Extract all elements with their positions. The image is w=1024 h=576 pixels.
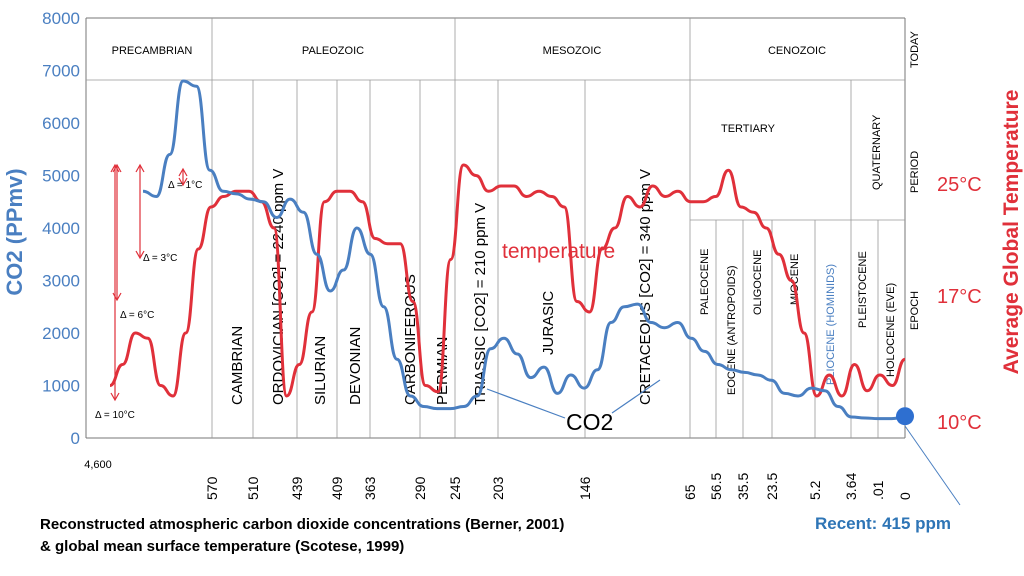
epoch-label: PLIOCENE (HOMINIDS): [825, 264, 837, 385]
period-label: TRIASSIC [CO2] = 210 ppm V: [472, 203, 489, 405]
x-tick-label: 3.64: [843, 473, 859, 500]
x-tick-label: .01: [870, 480, 886, 500]
delta-arrow-head-down: [110, 392, 120, 402]
left-tick-label: 0: [71, 429, 80, 448]
x-tick-label: 35.5: [735, 473, 751, 500]
delta-label: Δ = 1°C: [168, 180, 202, 191]
x-tick-label: 409: [329, 476, 345, 500]
co2-pointer: [611, 379, 661, 414]
left-axis: 0 1000 2000 3000 4000 5000 6000 7000 8000 CO2 (PP…: [2, 9, 80, 448]
x-tick-label: 570: [204, 476, 220, 500]
period-row-label: PERIOD: [909, 151, 921, 193]
x-tick-label: 245: [447, 476, 463, 500]
epoch-label: HOLOCENE (EVE): [885, 283, 897, 377]
delta-arrow-head-up: [110, 163, 120, 173]
series-lines: [109, 79, 961, 506]
x-tick-label: 510: [245, 476, 261, 500]
delta-arrow-head-up: [112, 163, 122, 173]
recent-point: [896, 407, 914, 426]
left-axis-label: CO2 (PPmv): [2, 168, 27, 295]
left-tick-label: 7000: [42, 62, 80, 81]
recent-pointer: [904, 425, 961, 506]
delta-arrow-head-up: [135, 163, 145, 173]
epoch-label: PALEOCENE: [699, 249, 711, 315]
right-axis: 25°C 17°C 10°C Average Global Temperature TO…: [909, 30, 1023, 434]
period-label: CRETACEOUS [CO2] = 340 ppm V: [637, 169, 654, 405]
x-tick-label: 363: [362, 476, 378, 500]
x-tick-label: 56.5: [708, 473, 724, 500]
delta-arrow-head-down: [178, 177, 188, 187]
era-label: CENOZOIC: [768, 45, 826, 57]
epoch-row: PALEOCENE EOCENE (ANTROPOIDS) OLIGOCENE MIO…: [699, 249, 897, 395]
x-tick-label: 203: [490, 476, 506, 500]
series-annotations: temperature CO2: [486, 240, 661, 435]
period-label: CAMBRIAN: [229, 326, 246, 405]
co2-annotation: CO2: [566, 409, 613, 435]
right-tick-label: 25°C: [937, 174, 982, 196]
left-tick-label: 5000: [42, 167, 80, 186]
left-tick-label: 4000: [42, 219, 80, 238]
delta-arrow-head-up: [178, 167, 188, 177]
right-axis-label: Average Global Temperature: [1000, 90, 1023, 375]
delta-arrow-head-down: [112, 292, 122, 302]
epoch-label: EOCENE (ANTROPOIDS): [726, 265, 738, 395]
era-label: MESOZOIC: [543, 45, 602, 57]
right-tick-label: 17°C: [937, 286, 982, 308]
epoch-label: PLEISTOCENE: [857, 251, 869, 328]
x-axis: 4,600 570 510 439 409 363 290 245 203 146 65 56.5 35…: [84, 459, 913, 500]
period-label: JURASIC: [540, 291, 557, 355]
tertiary-label: TERTIARY: [721, 123, 776, 135]
today-label: TODAY: [909, 30, 921, 68]
x-tick-label: 65: [682, 484, 698, 500]
chart-frame: [85, 17, 906, 439]
left-tick-label: 2000: [42, 324, 80, 343]
left-tick-label: 1000: [42, 377, 80, 396]
delta-arrow-head-down: [135, 250, 145, 260]
x-tick-label: 146: [577, 476, 593, 500]
quaternary-label: QUATERNARY: [871, 114, 883, 190]
temperature-line: [109, 163, 906, 398]
x-tick-label: 23.5: [764, 473, 780, 500]
x-tick-label: 5.2: [807, 480, 823, 500]
era-label: PALEOZOIC: [302, 45, 364, 57]
period-label: DEVONIAN: [347, 327, 364, 405]
x-tick-label: 0: [897, 492, 913, 500]
period-label: SILURIAN: [312, 336, 329, 405]
left-tick-label: 8000: [42, 9, 80, 28]
recent-label: Recent: 415 ppm: [815, 514, 952, 533]
co2-line: [142, 79, 906, 421]
delta-annotations: Δ = 1°C Δ = 3°C Δ = 6°C Δ = 10°C: [95, 163, 202, 421]
temperature-annotation: temperature: [502, 240, 615, 263]
left-tick-label: 6000: [42, 114, 80, 133]
caption-line-2: & global mean surface temperature (Scote…: [40, 538, 405, 555]
x-tick-label: 290: [412, 476, 428, 500]
left-tick-label: 3000: [42, 272, 80, 291]
caption-line-1: Reconstructed atmospheric carbon dioxide…: [40, 516, 565, 533]
epoch-label: OLIGOCENE: [752, 250, 764, 315]
epoch-row-label: EPOCH: [909, 291, 921, 330]
delta-label: Δ = 3°C: [143, 253, 177, 264]
co2-pointer: [486, 388, 566, 419]
x-tick-label: 439: [289, 476, 305, 500]
delta-label: Δ = 6°C: [120, 310, 154, 321]
era-row: PRECAMBRIAN PALEOZOIC MESOZOIC CENOZOIC: [112, 45, 826, 57]
era-label: PRECAMBRIAN: [112, 45, 193, 57]
delta-label: Δ = 10°C: [95, 410, 135, 421]
right-tick-label: 10°C: [937, 412, 982, 434]
x-tick-label: 4,600: [84, 459, 112, 471]
epoch-label: MIOCENE: [789, 254, 801, 305]
